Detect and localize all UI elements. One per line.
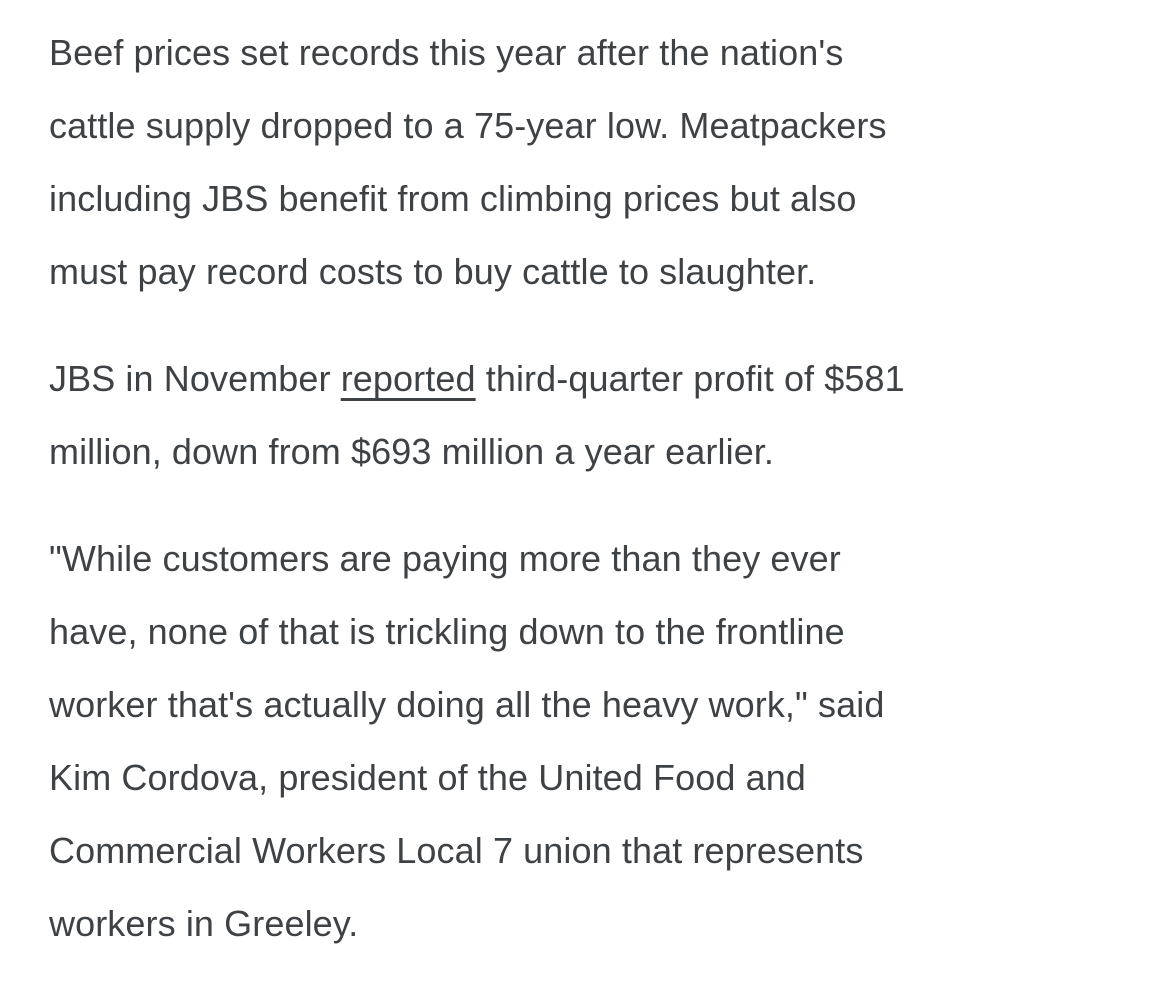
line-text: JBS in November bbox=[49, 358, 331, 399]
article-line: worker that's actually doing all the hea… bbox=[49, 684, 885, 725]
article-line: cattle supply dropped to a 75-year low. … bbox=[49, 105, 887, 146]
article-body: Beef prices set records this year after … bbox=[49, 16, 1121, 960]
article-line: JBS in November reported third-quarter p… bbox=[49, 342, 1121, 415]
paragraph-beef-prices: Beef prices set records this year after … bbox=[49, 16, 1121, 308]
article-line: "While customers are paying more than th… bbox=[49, 538, 841, 579]
article-line: Kim Cordova, president of the United Foo… bbox=[49, 757, 806, 798]
line-text: third-quarter profit of $581 bbox=[485, 358, 905, 399]
article-line: Beef prices set records this year after … bbox=[49, 32, 844, 73]
reported-link[interactable]: reported bbox=[340, 358, 476, 399]
paragraph-jbs-profit: JBS in November reported third-quarter p… bbox=[49, 342, 1121, 488]
article-line: including JBS benefit from climbing pric… bbox=[49, 178, 857, 219]
article-line: must pay record costs to buy cattle to s… bbox=[49, 251, 817, 292]
article-line: Commercial Workers Local 7 union that re… bbox=[49, 830, 864, 871]
article-line: workers in Greeley. bbox=[49, 903, 359, 944]
article-line: million, down from $693 million a year e… bbox=[49, 431, 775, 472]
article-line: have, none of that is trickling down to … bbox=[49, 611, 845, 652]
paragraph-cordova-quote: "While customers are paying more than th… bbox=[49, 522, 1121, 960]
